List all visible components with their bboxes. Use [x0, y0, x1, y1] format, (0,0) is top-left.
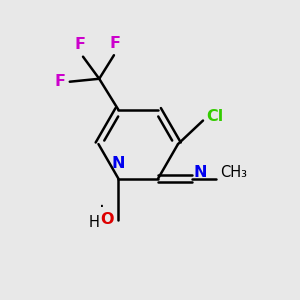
- Text: F: F: [54, 74, 65, 89]
- Text: N: N: [112, 156, 125, 171]
- Text: N: N: [194, 165, 207, 180]
- Text: ·: ·: [99, 198, 105, 217]
- Text: O: O: [100, 212, 114, 227]
- Text: H: H: [88, 215, 99, 230]
- Text: F: F: [110, 36, 121, 51]
- Text: CH₃: CH₃: [220, 165, 247, 180]
- Text: F: F: [75, 37, 86, 52]
- Text: Cl: Cl: [206, 109, 223, 124]
